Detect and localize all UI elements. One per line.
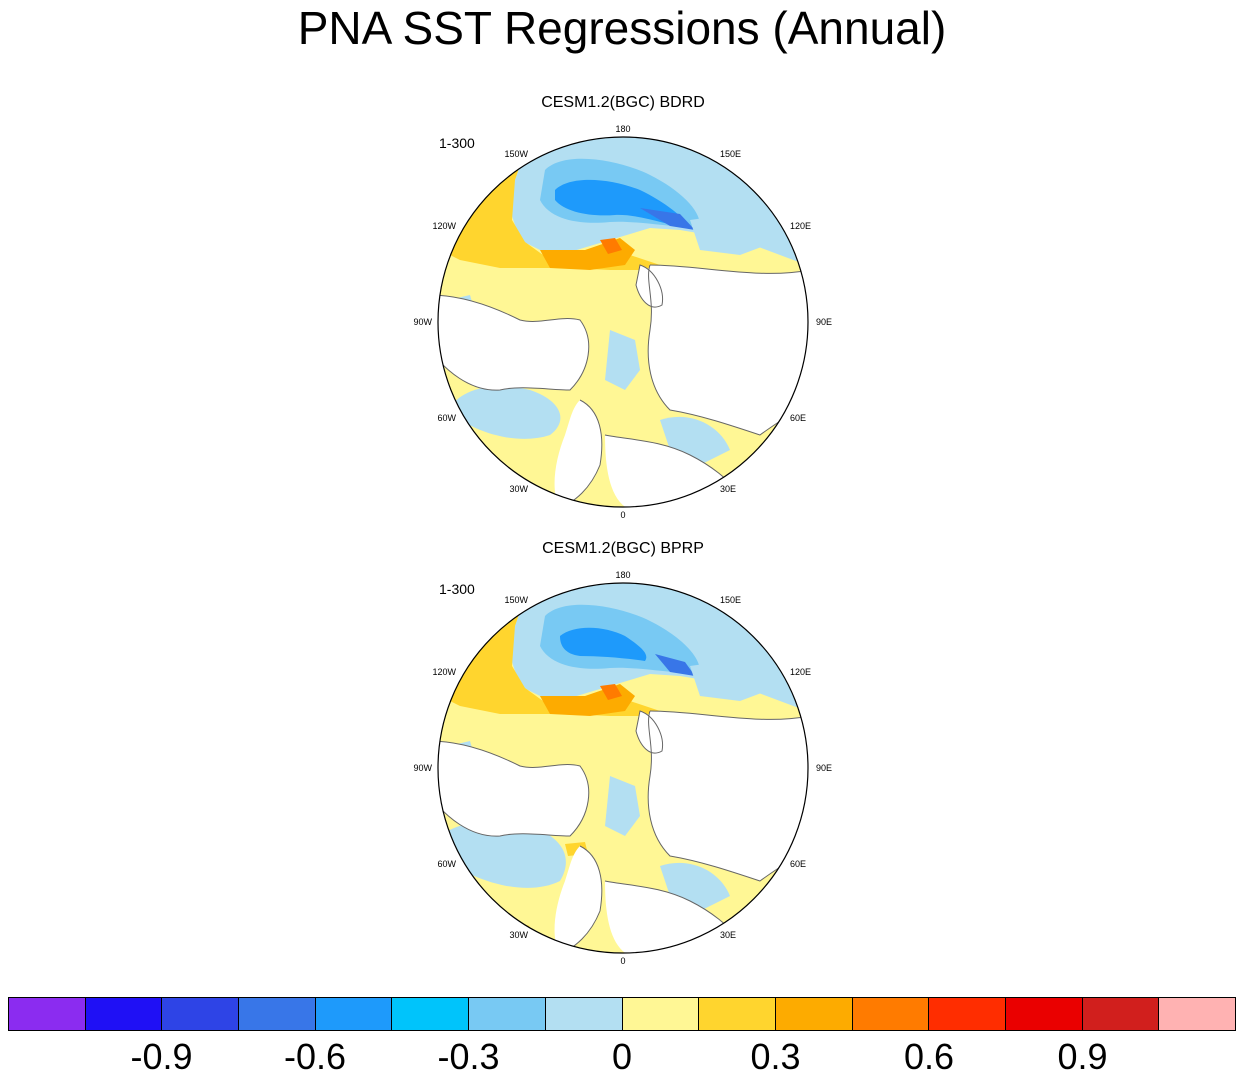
map-panel-bprp: CESM1.2(BGC) BPRP 1-300 [400, 536, 846, 976]
colorbar-labels: -0.9 -0.6 -0.3 0 0.3 0.6 0.9 [0, 1036, 1244, 1077]
colorbar-box [1082, 998, 1160, 1030]
colorbar-box [162, 998, 240, 1030]
lon-label-120w: 120W [432, 221, 456, 231]
lon-label-90e: 90E [816, 317, 832, 327]
lon-label-90e: 90E [816, 763, 832, 773]
colorbar-label: -0.6 [283, 1036, 347, 1077]
colorbar-box [699, 998, 776, 1030]
lon-label-30e: 30E [720, 930, 736, 940]
colorbar-box [469, 998, 546, 1030]
lon-label-30w: 30W [509, 930, 528, 940]
colorbar-label: 0.9 [1057, 1036, 1108, 1077]
colorbar-box [1005, 998, 1083, 1030]
lon-label-150e: 150E [720, 595, 741, 605]
colorbar-box [775, 998, 853, 1030]
lon-label-180: 180 [615, 570, 630, 580]
colorbar-label: -0.9 [130, 1036, 193, 1077]
colorbar-box [545, 998, 623, 1030]
lon-label-60w: 60W [437, 413, 456, 423]
lon-label-180: 180 [615, 124, 630, 134]
lon-label-0: 0 [620, 956, 625, 966]
lon-label-150w: 150W [504, 595, 528, 605]
lon-label-120w: 120W [432, 667, 456, 677]
lon-label-0: 0 [620, 510, 625, 520]
colorbar-label: -0.3 [437, 1036, 500, 1077]
main-title: PNA SST Regressions (Annual) [297, 2, 947, 54]
colorbar-box [852, 998, 930, 1030]
lon-label-90w: 90W [413, 763, 432, 773]
lon-label-30e: 30E [720, 484, 736, 494]
colorbar-box [239, 998, 316, 1030]
colorbar-box [85, 998, 163, 1030]
colorbar [8, 997, 1236, 1031]
polar-stereographic-map: 180 150E 120E 90E 60E 30E 0 30W 60W 90W … [413, 124, 832, 520]
colorbar-label: 0.6 [903, 1036, 955, 1077]
lon-label-120e: 120E [790, 667, 811, 677]
panel-title: CESM1.2(BGC) BDRD [541, 94, 705, 111]
lon-label-60w: 60W [437, 859, 456, 869]
lon-label-150e: 150E [720, 149, 741, 159]
colorbar-box [929, 998, 1006, 1030]
lon-label-60e: 60E [790, 859, 806, 869]
lon-label-120e: 120E [790, 221, 811, 231]
lon-label-90w: 90W [413, 317, 432, 327]
lon-label-150w: 150W [504, 149, 528, 159]
colorbar-box [9, 998, 86, 1030]
panel-title: CESM1.2(BGC) BPRP [542, 540, 704, 557]
colorbar-box [1159, 998, 1235, 1030]
panel-year-range: 1-300 [439, 135, 475, 151]
colorbar-box [622, 998, 700, 1030]
colorbar-label: 0.3 [750, 1036, 801, 1077]
colorbar-box [315, 998, 393, 1030]
polar-stereographic-map: 180 150E 120E 90E 60E 30E 0 30W 60W 90W … [413, 570, 832, 966]
colorbar-box [392, 998, 470, 1030]
colorbar-label: 0 [611, 1036, 633, 1077]
lon-label-30w: 30W [509, 484, 528, 494]
map-panel-bdrd: CESM1.2(BGC) BDRD 1-300 [400, 90, 846, 530]
panel-year-range: 1-300 [439, 581, 475, 597]
lon-label-60e: 60E [790, 413, 806, 423]
